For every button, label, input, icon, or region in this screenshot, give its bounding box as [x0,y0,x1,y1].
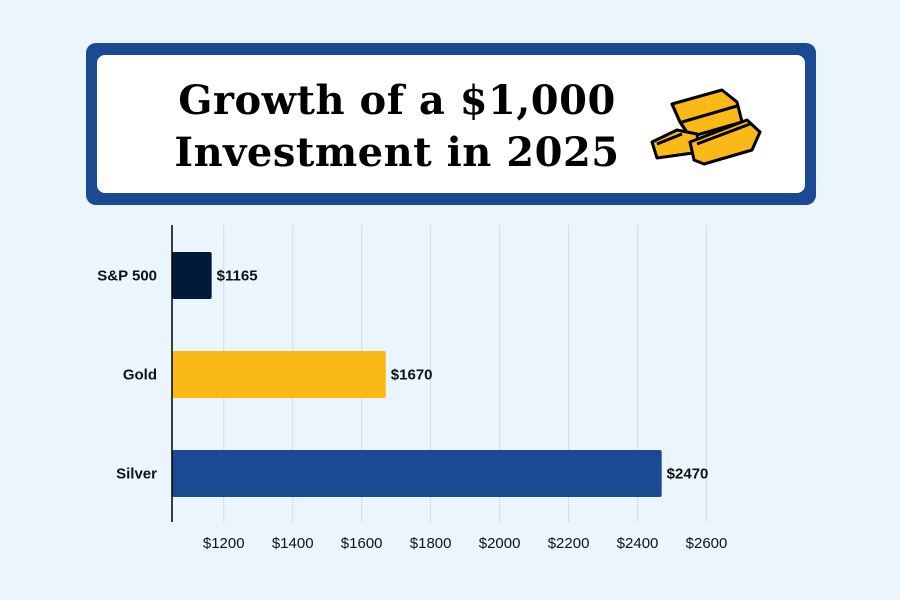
x-tick-label: $2400 [617,535,659,552]
title-card: Growth of a $1,000 Investment in 2025 [97,55,805,193]
x-tick-label: $1200 [203,535,245,552]
data-label: $2470 [667,466,709,483]
data-label: $1165 [217,268,258,285]
x-tick-label: $1600 [341,535,383,552]
y-category-label: Silver [116,466,157,483]
x-tick-label: $1400 [272,535,314,552]
x-tick-label: $2200 [548,535,590,552]
x-tick-label: $2000 [479,535,521,552]
y-category-label: S&P 500 [97,268,157,285]
gold-bars-icon [650,88,762,166]
bar-s-p-500 [172,252,212,299]
bar-gold [172,351,386,398]
x-tick-label: $1800 [410,535,452,552]
title-banner: Growth of a $1,000 Investment in 2025 [86,43,816,205]
data-label: $1670 [391,367,433,384]
x-tick-label: $2600 [686,535,728,552]
y-category-label: Gold [123,367,157,384]
chart-title: Growth of a $1,000 Investment in 2025 [174,77,620,176]
bar-silver [172,450,662,497]
